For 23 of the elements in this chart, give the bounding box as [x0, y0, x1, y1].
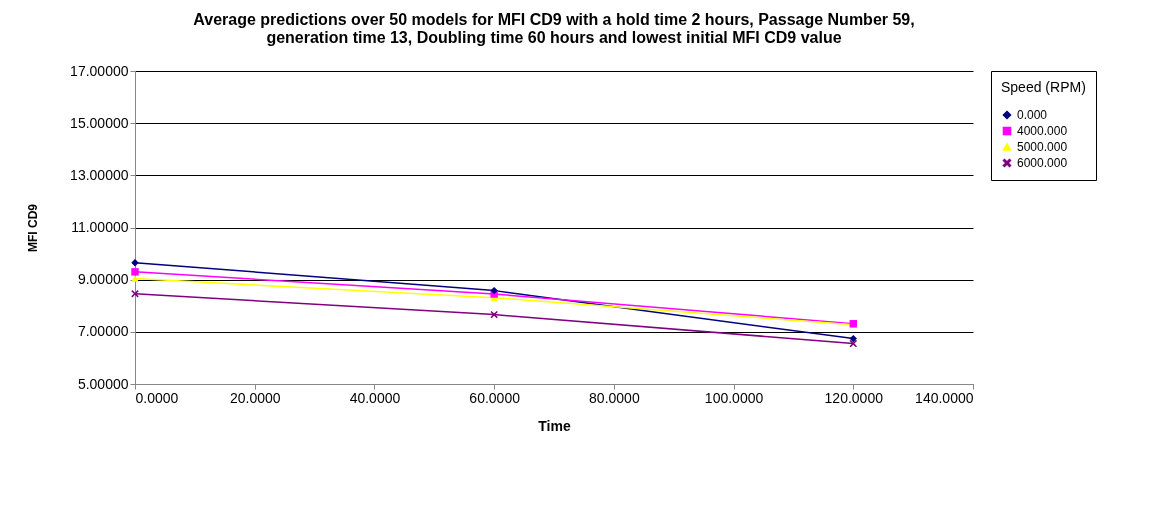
x-tick-label: 0.0000 [135, 389, 179, 406]
x-tick-label: 140.0000 [915, 389, 974, 406]
x-tick-label: 20.0000 [229, 389, 281, 406]
x-tick-label: 100.0000 [704, 389, 764, 406]
legend-title: Speed (RPM) [1001, 79, 1086, 95]
y-tick-label: 7.00000 [77, 323, 129, 340]
legend-label: 5000.000 [1017, 140, 1068, 154]
y-tick-label: 5.00000 [77, 375, 129, 392]
x-tick-label: 40.0000 [349, 389, 401, 406]
y-tick-label: 11.00000 [71, 219, 129, 235]
x-tick-label: 120.0000 [824, 389, 884, 406]
y-tick-label: 13.00000 [70, 166, 129, 183]
x-tick-label: 60.0000 [469, 389, 521, 406]
legend-label: 0.000 [1017, 108, 1048, 122]
chart-title: Average predictions over 50 models for MFI CD9 with a hold time 2 hours, Passage Number 59, generation time 13, Doubling time 60 hours and lowest initial MFI CD9 value [193, 11, 915, 46]
y-tick-label: 9.00000 [77, 271, 129, 288]
y-tick-label: 15.00000 [70, 114, 129, 131]
x-tick-label: 80.0000 [589, 389, 640, 406]
legend-label: 4000.000 [1017, 124, 1068, 138]
legend-label: 6000.000 [1017, 156, 1068, 170]
y-tick-label: 17.00000 [70, 62, 129, 79]
x-axis-title: Time [538, 417, 571, 434]
y-axis-title: MFI CD9 [26, 203, 41, 252]
